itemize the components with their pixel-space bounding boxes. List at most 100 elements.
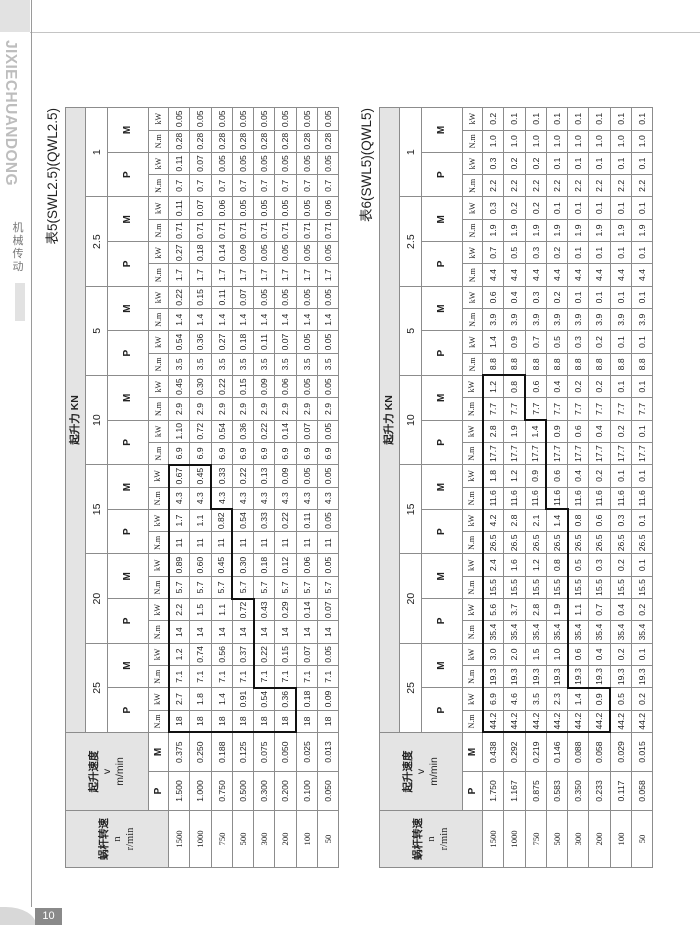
value-cell: 1.9 xyxy=(546,219,568,242)
unit-nm-header: N.m xyxy=(462,174,483,197)
value-cell: 35.4 xyxy=(546,620,568,644)
value-cell: 3.9 xyxy=(567,308,589,331)
value-cell: 1.2 xyxy=(503,464,525,488)
load-value-header: 15 xyxy=(85,464,108,554)
value-cell: 0.3 xyxy=(482,152,504,175)
value-cell: 3.9 xyxy=(610,308,632,331)
speed-v-m-cell: 0.025 xyxy=(296,732,318,772)
m-column-header: M xyxy=(107,643,149,688)
p-column-header: P xyxy=(421,509,463,554)
value-cell: 0.1 xyxy=(546,152,568,175)
value-cell: 0.09 xyxy=(317,687,339,711)
value-cell: 7.1 xyxy=(296,665,318,688)
value-cell: 0.18 xyxy=(232,330,254,354)
unit-nm-header: N.m xyxy=(462,442,483,465)
unit-nm-header: N.m xyxy=(148,442,169,465)
unit-kw-header: kW xyxy=(462,464,483,488)
value-cell: 0.71 xyxy=(296,219,318,242)
value-cell: 0.18 xyxy=(296,687,318,711)
value-cell: 1.9 xyxy=(610,219,632,242)
value-cell: 18 xyxy=(317,710,339,733)
value-cell: 0.1 xyxy=(546,107,568,131)
load-header: 起升力 KN xyxy=(65,107,86,733)
speed-v-m-cell: 0.088 xyxy=(567,732,589,772)
value-cell: 0.05 xyxy=(296,107,318,131)
value-cell: 8.8 xyxy=(525,353,547,376)
value-cell: 1.5 xyxy=(525,643,547,666)
speed-n-cell: 1000 xyxy=(189,810,211,868)
value-cell: 7.7 xyxy=(588,397,610,421)
value-cell: 0.67 xyxy=(168,464,190,488)
value-cell: 1.7 xyxy=(168,509,190,532)
speed-v-m-cell: 0.292 xyxy=(503,732,525,772)
value-cell: 0.4 xyxy=(610,598,632,621)
value-cell: 0.3 xyxy=(482,197,504,220)
m-column-header: M xyxy=(107,286,149,331)
value-cell: 2.2 xyxy=(482,174,504,197)
value-cell: 4.3 xyxy=(274,487,296,510)
speed-n-cell: 500 xyxy=(232,810,254,868)
value-cell: 0.15 xyxy=(232,375,254,398)
value-cell: 0.54 xyxy=(253,687,275,711)
speed-v-p-cell: 0.300 xyxy=(253,771,275,811)
p-column-header: P xyxy=(107,241,149,287)
table-row: 500 0.500 0.125 18 0.91 7.1 0.37 14 0.72 5.7 0.30 1… xyxy=(232,107,254,868)
p-column-header: P xyxy=(107,598,149,644)
table-row: 50 0.058 0.015 44.2 0.2 19.3 0.1 35.4 0.2 15.5 0.1… xyxy=(631,107,653,868)
speed-n-header: 蜗杆转速 n r/min xyxy=(379,810,483,868)
value-cell: 0.05 xyxy=(317,554,339,577)
value-cell: 14 xyxy=(317,620,339,644)
unit-nm-header: N.m xyxy=(462,665,483,688)
value-cell: 0.7 xyxy=(296,174,318,197)
value-cell: 11.6 xyxy=(546,487,568,510)
value-cell: 4.4 xyxy=(503,263,525,287)
speed-v-p-cell: 0.500 xyxy=(232,771,254,811)
value-cell: 15.5 xyxy=(631,576,653,599)
value-cell: 3.5 xyxy=(168,353,190,376)
unit-kw-header: kW xyxy=(148,420,169,443)
value-cell: 0.07 xyxy=(232,286,254,309)
value-cell: 11 xyxy=(232,531,254,554)
value-cell: 5.7 xyxy=(168,576,190,599)
value-cell: 1.0 xyxy=(546,643,568,666)
value-cell: 0.05 xyxy=(296,330,318,354)
value-cell: 8.8 xyxy=(503,353,525,376)
value-cell: 7.1 xyxy=(317,665,339,688)
value-cell: 0.05 xyxy=(296,152,318,175)
speed-n-cell: 200 xyxy=(274,810,296,868)
value-cell: 4.3 xyxy=(168,487,190,510)
value-cell: 1.2 xyxy=(168,643,190,666)
value-cell: 0.05 xyxy=(296,241,318,264)
value-cell: 2.2 xyxy=(588,174,610,197)
speed-n-cell: 200 xyxy=(588,810,610,868)
value-cell: 0.1 xyxy=(631,420,653,443)
value-cell: 1.5 xyxy=(189,598,211,621)
value-cell: 0.1 xyxy=(610,375,632,398)
value-cell: 2.4 xyxy=(482,554,504,577)
p-column-header: P xyxy=(107,420,149,465)
value-cell: 7.1 xyxy=(232,665,254,688)
value-cell: 2.8 xyxy=(525,598,547,621)
speed-v-m-cell: 0.188 xyxy=(211,732,233,772)
value-cell: 0.27 xyxy=(211,330,233,354)
unit-kw-header: kW xyxy=(148,643,169,666)
value-cell: 17.7 xyxy=(567,442,589,465)
value-cell: 0.14 xyxy=(274,420,296,443)
value-cell: 17.7 xyxy=(482,442,504,465)
m-column-header: M xyxy=(107,554,149,599)
speed-v-m-cell: 0.375 xyxy=(168,732,190,772)
value-cell: 0.28 xyxy=(296,130,318,153)
value-cell: 0.05 xyxy=(253,241,275,264)
value-cell: 0.05 xyxy=(317,107,339,131)
value-cell: 17.7 xyxy=(631,442,653,465)
value-cell: 0.45 xyxy=(211,554,233,577)
speed-v-p-cell: 0.058 xyxy=(631,771,653,811)
unit-nm-header: N.m xyxy=(462,353,483,376)
value-cell: 1.4 xyxy=(211,687,233,711)
value-cell: 17.7 xyxy=(610,442,632,465)
speed-v-m-cell: 0.146 xyxy=(546,732,568,772)
unit-kw-header: kW xyxy=(462,554,483,577)
m-column-header: M xyxy=(421,286,463,331)
value-cell: 6.9 xyxy=(317,442,339,465)
value-cell: 15.5 xyxy=(546,576,568,599)
